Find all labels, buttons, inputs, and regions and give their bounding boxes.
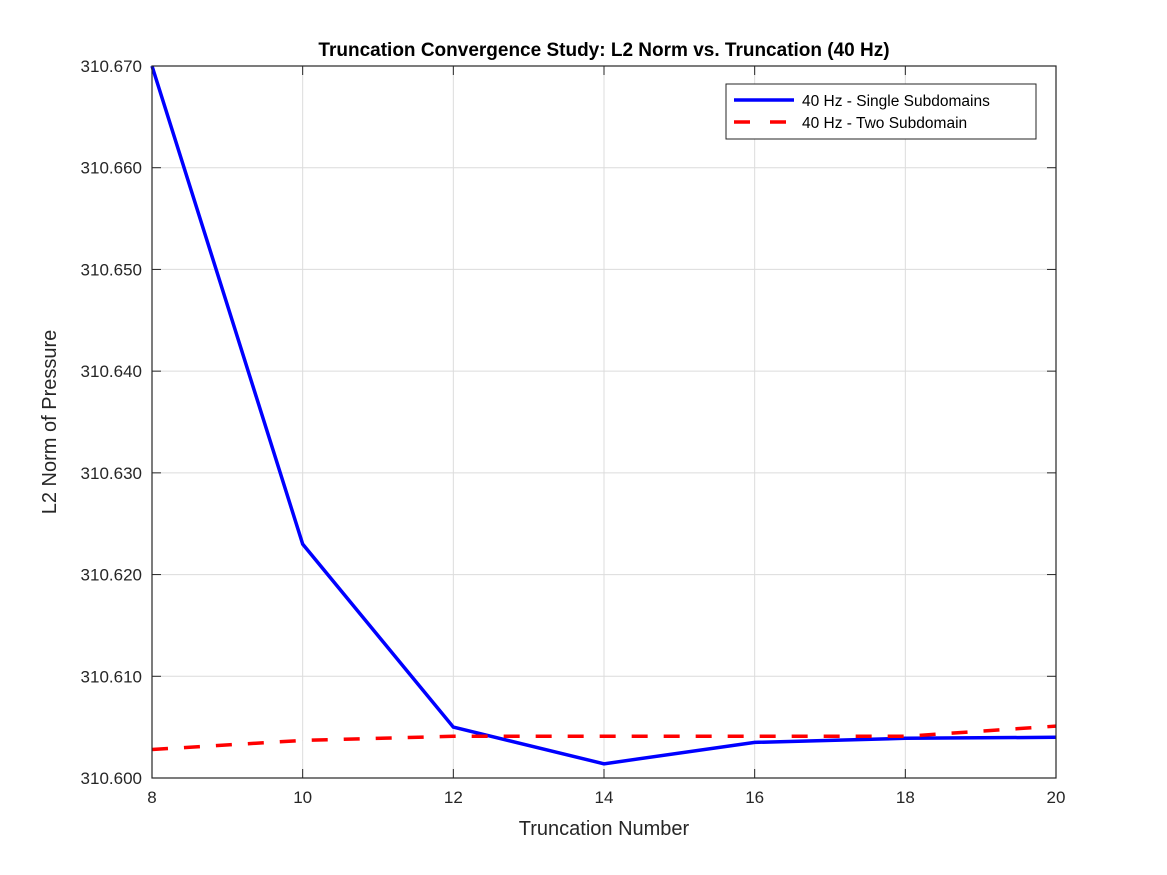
y-tick-label: 310.640 — [81, 362, 142, 381]
x-axis-label: Truncation Number — [519, 818, 690, 840]
ticks — [151, 65, 1057, 779]
legend: 40 Hz - Single Subdomains 40 Hz - Two Su… — [725, 83, 1037, 140]
y-tick-label: 310.660 — [81, 159, 142, 178]
x-tick-label: 14 — [595, 788, 614, 807]
y-tick-label: 310.670 — [81, 57, 142, 76]
x-tick-label: 16 — [745, 788, 764, 807]
y-tick-label: 310.630 — [81, 464, 142, 483]
x-tick-label: 10 — [293, 788, 312, 807]
x-tick-labels: 8 10 12 14 16 18 20 — [147, 788, 1065, 807]
legend-label-single-subdomains: 40 Hz - Single Subdomains — [802, 93, 990, 110]
y-tick-labels: 310.600 310.610 310.620 310.630 310.640 310.6… — [81, 57, 142, 788]
x-tick-label: 12 — [444, 788, 463, 807]
chart-title: Truncation Convergence Study: L2 Norm vs… — [318, 40, 889, 61]
legend-box — [725, 83, 1037, 140]
y-tick-label: 310.620 — [81, 566, 142, 585]
y-tick-label: 310.610 — [81, 667, 142, 686]
x-tick-label: 8 — [147, 788, 156, 807]
y-axis-label: L2 Norm of Pressure — [39, 330, 61, 515]
y-tick-label: 310.600 — [81, 769, 142, 788]
y-tick-label: 310.650 — [81, 260, 142, 279]
x-tick-label: 18 — [896, 788, 915, 807]
legend-label-two-subdomain: 40 Hz - Two Subdomain — [802, 115, 967, 132]
x-tick-label: 20 — [1047, 788, 1066, 807]
